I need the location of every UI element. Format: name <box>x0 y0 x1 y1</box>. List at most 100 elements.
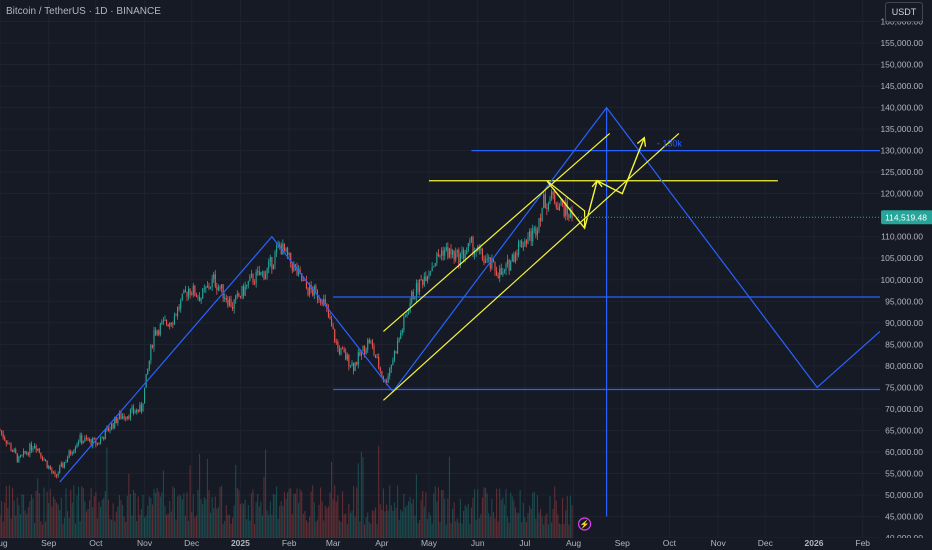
volume-bar <box>159 496 161 538</box>
candle-body <box>296 266 298 275</box>
volume-bar <box>49 488 51 538</box>
volume-bar <box>211 497 213 538</box>
candle-body <box>307 288 309 295</box>
candle-body <box>51 469 53 473</box>
time-tick-label: Feb <box>282 538 297 548</box>
candle-body <box>488 257 490 259</box>
candle-body <box>452 250 454 255</box>
volume-bar <box>496 488 498 538</box>
volume-bar <box>431 523 433 538</box>
volume-bar <box>29 501 31 538</box>
time-tick-label: Aug <box>0 538 8 548</box>
candle-body <box>349 365 351 367</box>
candle-body <box>532 229 534 242</box>
candle-body <box>244 286 246 296</box>
candle-body <box>312 289 314 296</box>
volume-bar <box>104 491 106 538</box>
candle-body <box>502 271 504 275</box>
candle-body <box>378 357 380 368</box>
volume-bar <box>459 499 461 538</box>
candle-body <box>233 300 235 309</box>
volume-bar <box>557 514 559 538</box>
candle-body <box>7 443 9 445</box>
time-axis-bg <box>0 538 932 550</box>
volume-bar <box>313 502 315 538</box>
candle-body <box>497 274 499 278</box>
volume-bar <box>458 522 460 538</box>
volume-bar <box>206 458 208 538</box>
candle-body <box>199 296 201 302</box>
volume-bar <box>78 486 80 538</box>
volume-bar <box>425 492 427 538</box>
volume-bar <box>444 498 446 538</box>
volume-bar <box>34 523 36 538</box>
candle-body <box>563 204 565 217</box>
candle-body <box>136 409 138 413</box>
volume-bar <box>131 515 133 538</box>
volume-bar <box>349 512 351 538</box>
price-tick-label: 130,000.00 <box>880 146 923 156</box>
volume-bar <box>18 504 20 538</box>
volume-bar <box>169 500 171 538</box>
time-axis: Aug Sep Oct Nov Dec 2025 Feb Mar Apr May Jun Jul Aug… <box>0 538 932 550</box>
price-tick-label: 105,000.00 <box>880 253 923 263</box>
volume-bar <box>436 501 438 538</box>
candle-body <box>294 264 296 267</box>
volume-bar <box>334 485 336 538</box>
candle-body <box>1 430 3 433</box>
candle-body <box>133 407 135 413</box>
volume-bar <box>376 523 378 538</box>
volume-bar <box>272 493 274 538</box>
volume-bar <box>172 486 174 538</box>
volume-bar <box>155 492 157 538</box>
candle-body <box>483 258 485 264</box>
candle-body <box>101 437 103 439</box>
currency-button[interactable]: USDT <box>885 2 923 22</box>
candle-body <box>412 291 414 299</box>
volume-bar <box>106 447 108 538</box>
volume-bar <box>340 522 342 538</box>
candle-body <box>351 362 353 366</box>
volume-bar <box>404 507 406 538</box>
candle-body <box>437 253 439 256</box>
volume-bar <box>529 505 531 538</box>
volume-bar <box>301 491 303 538</box>
volume-bar <box>188 520 190 538</box>
volume-bar <box>433 493 435 538</box>
candle-body <box>453 250 455 260</box>
volume-bar <box>87 509 89 538</box>
volume-bar <box>420 500 422 538</box>
volume-bar <box>180 495 182 538</box>
time-tick-label: Oct <box>89 538 103 548</box>
volume-bar <box>375 507 377 538</box>
volume-bar <box>82 487 84 538</box>
volume-bar <box>452 508 454 538</box>
volume-bar <box>96 518 98 538</box>
candle-body <box>367 339 369 350</box>
time-tick-label: Aug <box>566 538 581 548</box>
candle-body <box>546 207 548 210</box>
volume-bar <box>151 504 153 538</box>
volume-bar <box>469 523 471 538</box>
volume-bar <box>521 522 523 538</box>
price-tick-label: 45,000.00 <box>885 511 923 521</box>
candle-body <box>128 416 130 419</box>
candle-body <box>507 259 509 264</box>
volume-bar <box>125 522 127 538</box>
candle-body <box>181 293 183 301</box>
candle-body <box>441 250 443 256</box>
volume-bar <box>437 487 439 538</box>
candle-body <box>109 429 111 432</box>
candle-body <box>74 447 76 451</box>
candle-body <box>205 287 207 289</box>
price-tick-label: 80,000.00 <box>885 361 923 371</box>
candle-body <box>276 246 278 252</box>
candle-body <box>247 281 249 285</box>
volume-bar <box>546 513 548 538</box>
volume-bar <box>195 515 197 538</box>
candle-body <box>428 272 430 277</box>
candle-body <box>235 295 237 301</box>
volume-bar <box>100 507 102 538</box>
volume-bar <box>123 516 125 538</box>
